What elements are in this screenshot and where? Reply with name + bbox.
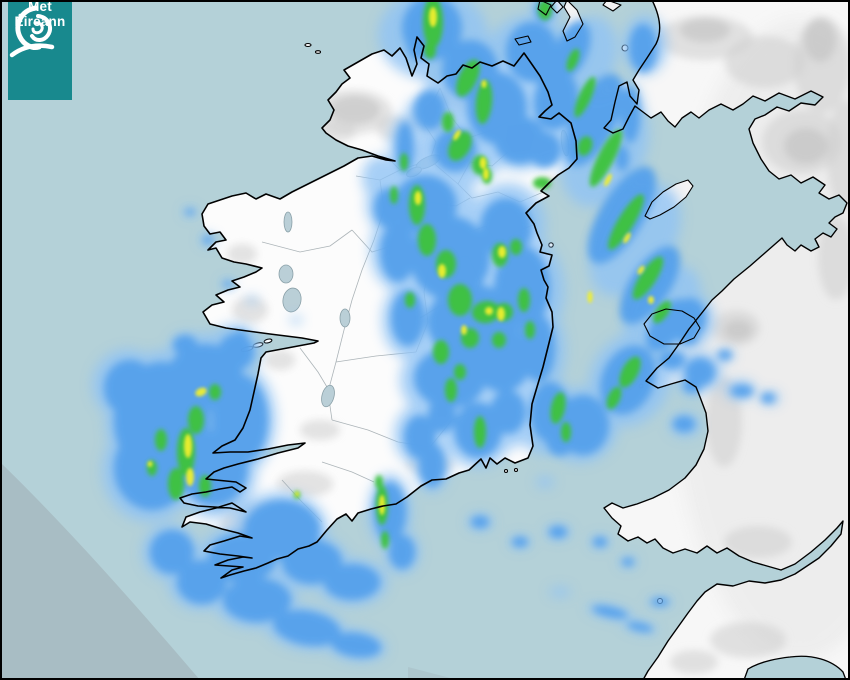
met-eireann-logo: Met Éireann [8, 0, 72, 100]
lough-corrib [282, 287, 302, 313]
lough-conn [283, 211, 293, 233]
lough-derg [321, 384, 335, 408]
rain-layer-moderate [147, 0, 671, 549]
radar-range-boundary [0, 462, 458, 680]
lough-mask [278, 264, 294, 284]
rain-layer-heavy [147, 7, 654, 515]
english-channel [743, 655, 847, 680]
hurricane-spiral-icon [9, 5, 55, 58]
logo-text-eireann: Éireann [14, 13, 66, 29]
lough-ree [339, 308, 351, 328]
